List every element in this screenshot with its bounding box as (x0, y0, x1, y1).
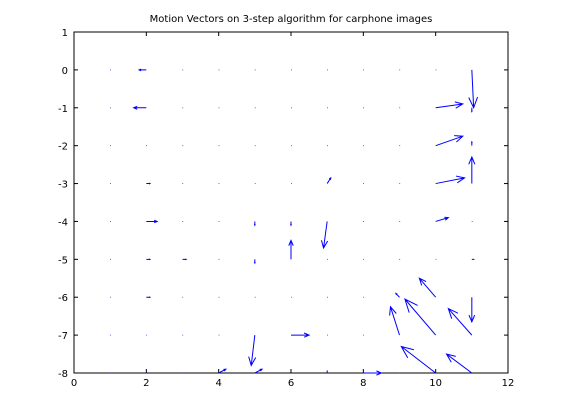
vector-arrow (291, 332, 311, 338)
x-tick-label: 12 (502, 378, 515, 389)
x-tick-label: 10 (429, 378, 442, 389)
y-tick-label: -3 (58, 180, 68, 191)
vector-arrow (326, 176, 332, 184)
y-tick-label: 1 (62, 28, 68, 39)
chart-title: Motion Vectors on 3-step algorithm for c… (150, 14, 433, 25)
vector-arrow (418, 277, 437, 298)
y-tick-label: -2 (58, 142, 68, 153)
vector-arrow (320, 221, 329, 250)
vector-arrow (470, 140, 473, 146)
vector-arrow (182, 258, 188, 261)
y-tick-label: -7 (58, 331, 68, 342)
plot-area (73, 31, 509, 374)
vector-arrow (132, 105, 147, 110)
x-tick-label: 4 (215, 378, 221, 389)
vector-arrow (404, 298, 437, 336)
vector-arrow (146, 296, 152, 299)
vector-arrow (445, 353, 473, 374)
y-tick-label: -6 (58, 293, 68, 304)
vector-arrow (389, 305, 400, 336)
y-tick-label: -8 (58, 369, 68, 380)
vector-arrow (137, 68, 147, 72)
vector-arrow (470, 107, 473, 113)
vector-arrow (146, 219, 159, 224)
vector-arrow (468, 69, 479, 110)
vector-arrow (468, 155, 476, 184)
vector-arrow (248, 335, 257, 367)
vector-arrow (468, 297, 476, 324)
y-tick-label: 0 (62, 66, 68, 77)
vector-arrow (435, 216, 450, 222)
vector-arrow (146, 182, 152, 185)
x-tick-label: 6 (288, 378, 294, 389)
y-tick-label: -5 (58, 255, 68, 266)
vector-arrow (447, 307, 473, 336)
vector-arrow (253, 259, 256, 265)
x-tick-label: 0 (71, 378, 77, 389)
x-tick-label: 8 (360, 378, 366, 389)
y-tick-label: -1 (58, 104, 68, 115)
vector-arrow (394, 292, 400, 298)
vector-arrow (146, 258, 152, 261)
y-tick-label: -4 (58, 217, 68, 228)
vector-arrow (435, 175, 466, 185)
vector-arrow (435, 135, 465, 147)
vector-arrow (363, 370, 383, 376)
vector-arrow (253, 221, 256, 227)
vector-arrow (254, 368, 264, 374)
vector-arrow (288, 239, 294, 260)
x-tick-label: 2 (143, 378, 149, 389)
vector-arrow (218, 368, 228, 374)
vector-arrow (400, 345, 436, 374)
vector-arrow (435, 101, 465, 109)
vector-arrow (290, 221, 292, 227)
